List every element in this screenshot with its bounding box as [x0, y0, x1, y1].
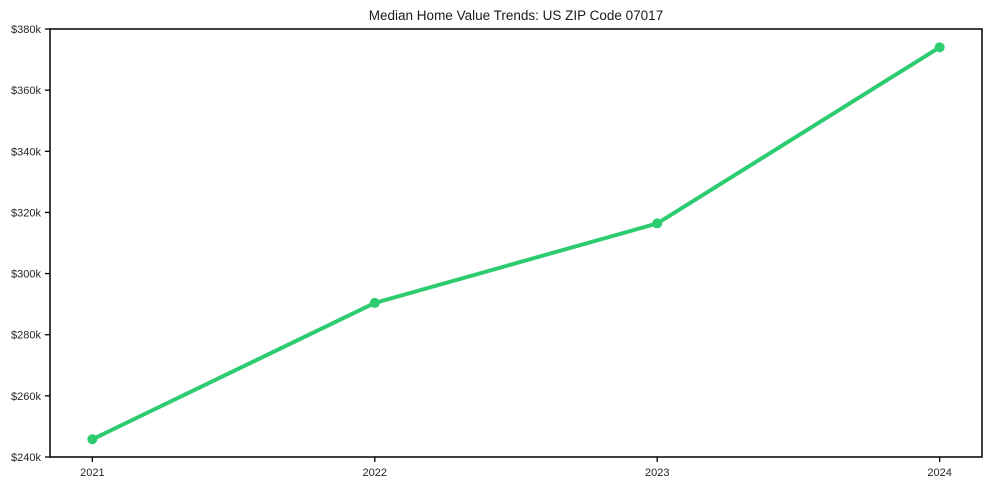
trend-line — [90, 45, 942, 442]
axes-ticks — [45, 28, 941, 462]
data-point-2022 — [369, 297, 380, 308]
y-axis-tick-label: $280k — [11, 330, 41, 342]
series-layer — [87, 42, 945, 445]
y-axis-tick-label: $240k — [11, 452, 41, 464]
plot-frame — [49, 28, 983, 458]
y-axis-tick-label: $360k — [11, 85, 41, 97]
y-axis-tick-label: $260k — [11, 391, 41, 403]
y-axis-tick-label: $380k — [11, 24, 41, 36]
x-axis-tick-label: 2024 — [927, 467, 951, 479]
y-axis-tick-label: $340k — [11, 146, 41, 158]
axes-tick-labels: $240k $260k $280k $300k $320k $340k $360k $380k… — [11, 24, 952, 479]
chart-title: Median Home Value Trends: US ZIP Code 07… — [369, 8, 663, 23]
data-point-2024 — [934, 42, 945, 53]
y-axis-tick-label: $300k — [11, 269, 41, 281]
data-point-2023 — [652, 218, 663, 229]
y-axis-tick-label: $320k — [11, 207, 41, 219]
x-axis-tick-label: 2023 — [645, 467, 669, 479]
data-point-2021 — [87, 434, 98, 445]
x-axis-tick-label: 2022 — [363, 467, 387, 479]
x-axis-tick-label: 2021 — [80, 467, 104, 479]
